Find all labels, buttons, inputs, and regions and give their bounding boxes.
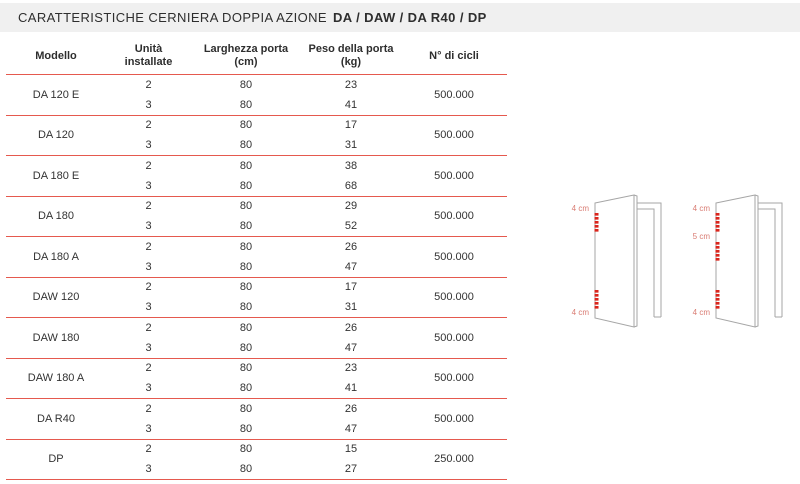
door-width-cell: 80 80: [239, 119, 253, 152]
model-cell: DA 180: [37, 210, 75, 223]
model-cell: DA R40: [37, 412, 75, 425]
model-cell: DA 120 E: [32, 88, 80, 101]
door-width-cell: 80 80: [239, 443, 253, 476]
model-cell: DA 120: [37, 129, 75, 142]
column-header-unita-installate: Unità installate: [124, 43, 173, 68]
model-cell: DP: [48, 453, 64, 466]
model-cell: DA 180 A: [33, 250, 79, 263]
hinge-distance-label: 4 cm: [572, 204, 590, 213]
table-row: DAW 180 A 2 3 80 80 23 41 500.000: [6, 359, 507, 399]
units-cell: 2 3: [145, 159, 152, 192]
door-width-cell: 80 80: [239, 362, 253, 395]
door-weight-cell: 29 52: [344, 200, 358, 233]
hinge-distance-label: 4 cm: [693, 308, 711, 317]
door-weight-cell: 26 47: [344, 402, 358, 435]
table-row: DA 120 E 2 3 80 80 23 41 500.000: [6, 75, 507, 116]
table-row: DP 2 3 80 80 15 27 250.000: [6, 440, 507, 480]
cycles-cell: 500.000: [434, 331, 474, 344]
door-weight-cell: 38 68: [344, 159, 358, 192]
hinge-distance-label: 5 cm: [693, 232, 711, 241]
table-row: DA 180 A 2 3 80 80 26 47 500.000: [6, 237, 507, 278]
cycles-cell: 500.000: [434, 88, 474, 101]
page-title-text: CARATTERISTICHE CERNIERA DOPPIA AZIONE: [18, 10, 327, 25]
model-cell: DAW 180: [32, 331, 80, 344]
door-weight-cell: 26 47: [344, 321, 358, 354]
column-header-peso-porta: Peso della porta (kg): [308, 43, 394, 68]
cycles-cell: 500.000: [434, 129, 474, 142]
door-weight-cell: 26 47: [344, 240, 358, 273]
hinge-spec-table: Modello Unità installate Larghezza porta…: [6, 38, 507, 480]
cycles-cell: 500.000: [434, 372, 474, 385]
units-cell: 2 3: [145, 321, 152, 354]
model-cell: DAW 120: [32, 291, 80, 304]
door-width-cell: 80 80: [239, 78, 253, 111]
page-title-models: DA / DAW / DA R40 / DP: [332, 10, 487, 25]
table-row: DAW 120 2 3 80 80 17 31 500.000: [6, 278, 507, 318]
units-cell: 2 3: [145, 78, 152, 111]
cycles-cell: 500.000: [434, 210, 474, 223]
door-weight-cell: 17 31: [344, 119, 358, 152]
door-weight-cell: 17 31: [344, 281, 358, 314]
door-weight-cell: 15 27: [344, 443, 358, 476]
column-header-cicli: N° di cicli: [429, 49, 479, 62]
page-title: CARATTERISTICHE CERNIERA DOPPIA AZIONE D…: [0, 3, 800, 32]
table-row: DA 180 2 3 80 80 29 52 500.000: [6, 197, 507, 237]
table-body: DA 120 E 2 3 80 80 23 41 500.000 DA 120 …: [6, 75, 507, 480]
hinge-distance-label: 4 cm: [693, 204, 711, 213]
units-cell: 2 3: [145, 362, 152, 395]
units-cell: 2 3: [145, 119, 152, 152]
model-cell: DA 180 E: [32, 169, 80, 182]
cycles-cell: 500.000: [434, 169, 474, 182]
table-row: DA 120 2 3 80 80 17 31 500.000: [6, 116, 507, 156]
door-width-cell: 80 80: [239, 159, 253, 192]
units-cell: 2 3: [145, 200, 152, 233]
table-row: DA 180 E 2 3 80 80 38 68 500.000: [6, 156, 507, 197]
cycles-cell: 500.000: [434, 412, 474, 425]
model-cell: DAW 180 A: [27, 372, 85, 385]
table-row: DA R40 2 3 80 80 26 47 500.000: [6, 399, 507, 440]
units-cell: 2 3: [145, 402, 152, 435]
column-header-modello: Modello: [35, 49, 77, 62]
cycles-cell: 500.000: [434, 250, 474, 263]
door-width-cell: 80 80: [239, 240, 253, 273]
door-weight-cell: 23 41: [344, 78, 358, 111]
door-width-cell: 80 80: [239, 321, 253, 354]
units-cell: 2 3: [145, 240, 152, 273]
table-row: DAW 180 2 3 80 80 26 47 500.000: [6, 318, 507, 359]
column-header-larghezza-porta: Larghezza porta (cm): [203, 43, 289, 68]
door-width-cell: 80 80: [239, 200, 253, 233]
door-diagram-three-hinges: 4 cm 5 cm 4 cm: [693, 194, 783, 328]
hinge-distance-label: 4 cm: [572, 308, 590, 317]
door-diagram-two-hinges: 4 cm 4 cm: [572, 194, 662, 328]
units-cell: 2 3: [145, 281, 152, 314]
cycles-cell: 250.000: [434, 453, 474, 466]
door-weight-cell: 23 41: [344, 362, 358, 395]
units-cell: 2 3: [145, 443, 152, 476]
table-header-row: Modello Unità installate Larghezza porta…: [6, 38, 507, 75]
cycles-cell: 500.000: [434, 291, 474, 304]
door-width-cell: 80 80: [239, 281, 253, 314]
door-outline: [715, 194, 783, 328]
door-outline: [594, 194, 662, 328]
door-width-cell: 80 80: [239, 402, 253, 435]
